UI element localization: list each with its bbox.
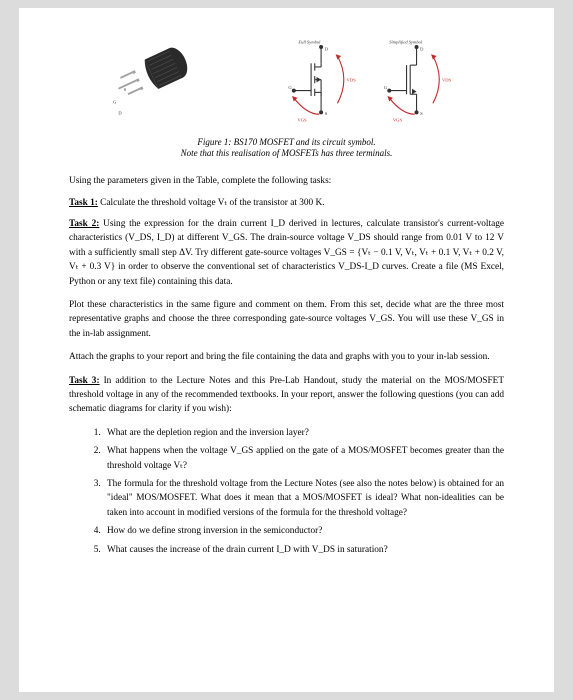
caption-line2: Note that this realisation of MOSFETs ha… [181,148,393,158]
page: D G S Full Symbol Simplified Symbol D S [19,8,554,692]
svg-text:S: S [324,111,327,116]
question-item: What are the depletion region and the in… [103,426,504,440]
mosfet-symbols: Full Symbol Simplified Symbol D S [262,34,462,129]
task3-text: In addition to the Lecture Notes and thi… [69,376,504,415]
svg-text:D: D [420,47,424,52]
task1-text: Calculate the threshold voltage Vₜ of th… [98,198,325,208]
svg-text:VGS: VGS [297,118,307,123]
question-item: What happens when the voltage V_GS appli… [103,444,504,473]
task2-para2: Plot these characteristics in the same f… [69,298,504,341]
task2-label: Task 2: [69,219,99,229]
svg-text:VDS: VDS [442,78,452,83]
task2: Task 2: Using the expression for the dra… [69,217,504,289]
task3: Task 3: In addition to the Lecture Notes… [69,374,504,417]
task2-text: Using the expression for the drain curre… [69,219,504,287]
caption-line1: Figure 1: BS170 MOSFET and its circuit s… [197,137,375,147]
svg-text:G: G [288,85,292,90]
transistor-package: D G S [112,37,222,127]
question-item: The formula for the threshold voltage fr… [103,477,504,520]
svg-text:VDS: VDS [346,78,356,83]
svg-text:S: S [420,111,423,116]
question-item: What causes the increase of the drain cu… [103,543,504,557]
figure-caption: Figure 1: BS170 MOSFET and its circuit s… [69,137,504,160]
task2-para3: Attach the graphs to your report and bri… [69,350,504,364]
task1: Task 1: Calculate the threshold voltage … [69,197,504,208]
svg-text:D: D [118,110,122,115]
question-item: How do we define strong inversion in the… [103,524,504,538]
label-full-symbol: Full Symbol [297,39,321,44]
svg-text:D: D [324,47,328,52]
svg-text:G: G [383,85,387,90]
question-list: What are the depletion region and the in… [69,426,504,557]
intro-text: Using the parameters given in the Table,… [69,174,504,188]
figure-row: D G S Full Symbol Simplified Symbol D S [69,34,504,129]
task3-label: Task 3: [69,376,100,386]
svg-text:S: S [123,87,126,92]
svg-text:G: G [113,99,117,104]
label-simplified: Simplified Symbol [389,39,423,44]
task1-label: Task 1: [69,198,98,208]
svg-text:VGS: VGS [392,118,402,123]
